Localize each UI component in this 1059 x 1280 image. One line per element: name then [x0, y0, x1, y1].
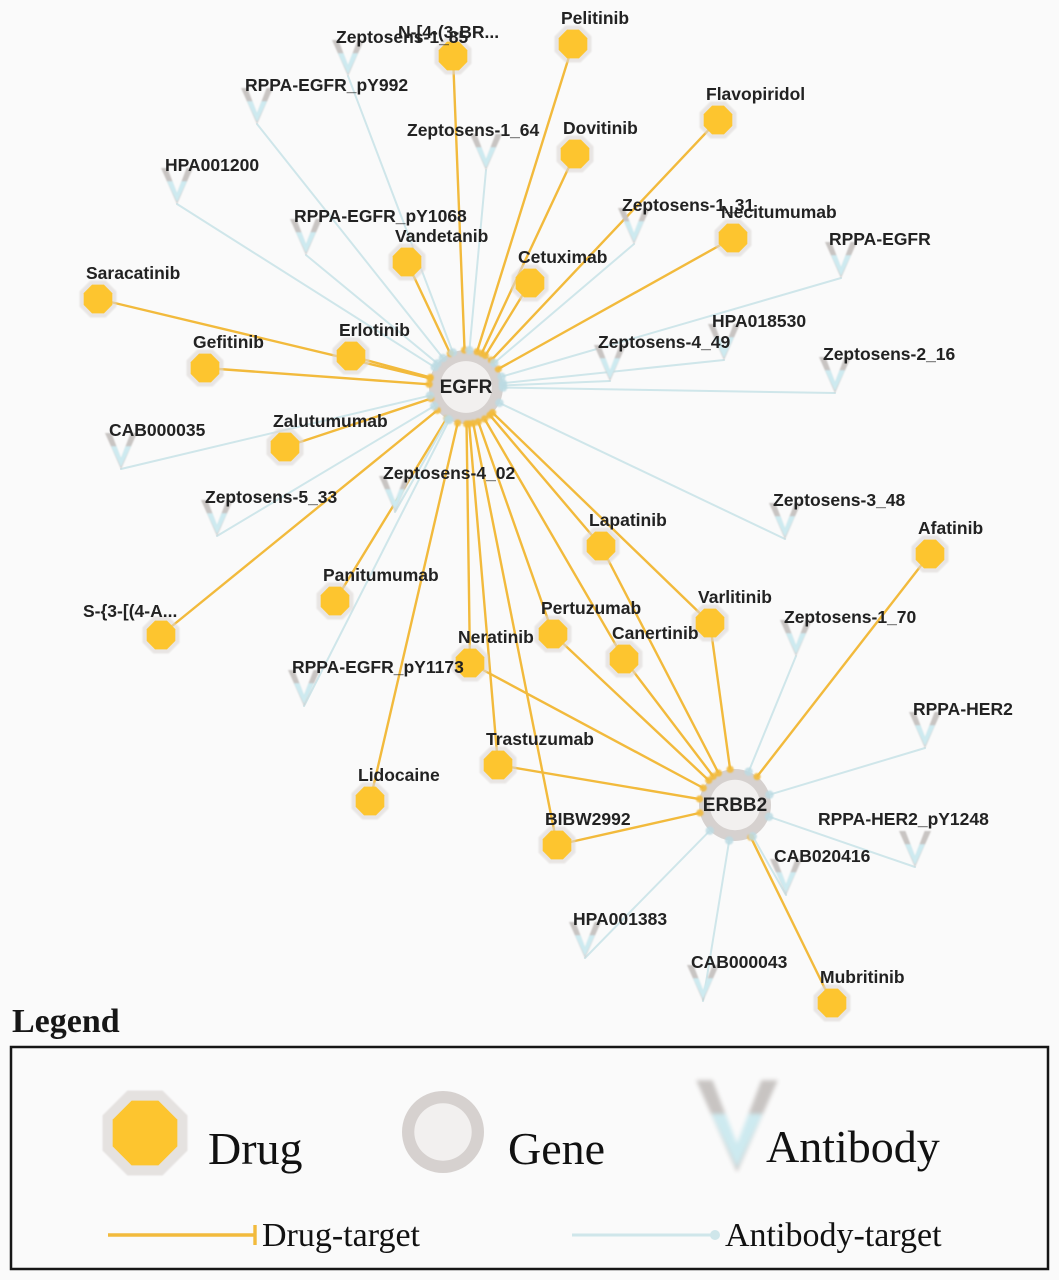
- svg-text:Pelitinib: Pelitinib: [561, 8, 629, 28]
- svg-text:RPPA-EGFR_pY992: RPPA-EGFR_pY992: [245, 75, 408, 95]
- svg-text:RPPA-HER2_pY1248: RPPA-HER2_pY1248: [818, 809, 989, 829]
- svg-text:Zeptosens-2_16: Zeptosens-2_16: [823, 344, 956, 364]
- svg-text:S-{3-[(4-A...: S-{3-[(4-A...: [83, 601, 177, 621]
- svg-text:CAB020416: CAB020416: [774, 846, 871, 866]
- svg-text:RPPA-EGFR_pY1068: RPPA-EGFR_pY1068: [294, 206, 467, 226]
- svg-text:Zeptosens-5_33: Zeptosens-5_33: [205, 487, 338, 507]
- svg-text:Antibody: Antibody: [766, 1121, 940, 1172]
- svg-text:BIBW2992: BIBW2992: [545, 809, 631, 829]
- svg-text:Cetuximab: Cetuximab: [518, 247, 607, 267]
- svg-text:Erlotinib: Erlotinib: [339, 320, 410, 340]
- svg-text:RPPA-EGFR_pY1173: RPPA-EGFR_pY1173: [292, 657, 464, 677]
- svg-text:Lidocaine: Lidocaine: [358, 765, 440, 785]
- svg-text:Antibody-target: Antibody-target: [725, 1217, 942, 1254]
- svg-text:Neratinib: Neratinib: [458, 627, 534, 647]
- svg-text:Zalutumumab: Zalutumumab: [273, 411, 388, 431]
- svg-text:Zeptosens-1_64: Zeptosens-1_64: [407, 120, 540, 140]
- svg-text:RPPA-HER2: RPPA-HER2: [913, 699, 1013, 719]
- svg-text:Dovitinib: Dovitinib: [563, 118, 638, 138]
- svg-text:Mubritinib: Mubritinib: [820, 967, 905, 987]
- svg-text:Zeptosens-4_49: Zeptosens-4_49: [598, 332, 731, 352]
- svg-text:Lapatinib: Lapatinib: [589, 510, 667, 530]
- svg-text:Gefitinib: Gefitinib: [193, 332, 264, 352]
- svg-text:RPPA-EGFR: RPPA-EGFR: [829, 229, 931, 249]
- svg-text:Zeptosens-1_70: Zeptosens-1_70: [784, 607, 917, 627]
- svg-text:Drug-target: Drug-target: [262, 1217, 421, 1254]
- svg-text:Trastuzumab: Trastuzumab: [486, 729, 594, 749]
- svg-text:Zeptosens-1_85: Zeptosens-1_85: [336, 27, 469, 47]
- svg-text:CAB000035: CAB000035: [109, 420, 206, 440]
- svg-text:Vandetanib: Vandetanib: [395, 226, 488, 246]
- svg-text:Drug: Drug: [208, 1123, 303, 1174]
- svg-text:EGFR: EGFR: [440, 377, 493, 398]
- svg-text:Varlitinib: Varlitinib: [698, 587, 772, 607]
- svg-text:Zeptosens-3_48: Zeptosens-3_48: [773, 490, 906, 510]
- svg-text:HPA001200: HPA001200: [165, 155, 259, 175]
- svg-text:HPA018530: HPA018530: [712, 311, 806, 331]
- svg-text:HPA001383: HPA001383: [573, 909, 667, 929]
- svg-text:Saracatinib: Saracatinib: [86, 263, 180, 283]
- svg-text:Canertinib: Canertinib: [612, 623, 699, 643]
- svg-text:Gene: Gene: [508, 1123, 605, 1174]
- svg-text:ERBB2: ERBB2: [703, 795, 767, 816]
- svg-text:Legend: Legend: [12, 1003, 120, 1040]
- svg-text:Zeptosens-1_31: Zeptosens-1_31: [622, 195, 755, 215]
- svg-text:Zeptosens-4_02: Zeptosens-4_02: [383, 463, 516, 483]
- svg-text:Panitumumab: Panitumumab: [323, 565, 439, 585]
- svg-text:Pertuzumab: Pertuzumab: [541, 598, 641, 618]
- svg-text:Flavopiridol: Flavopiridol: [706, 84, 805, 104]
- svg-text:Afatinib: Afatinib: [918, 518, 983, 538]
- svg-text:CAB000043: CAB000043: [691, 952, 788, 972]
